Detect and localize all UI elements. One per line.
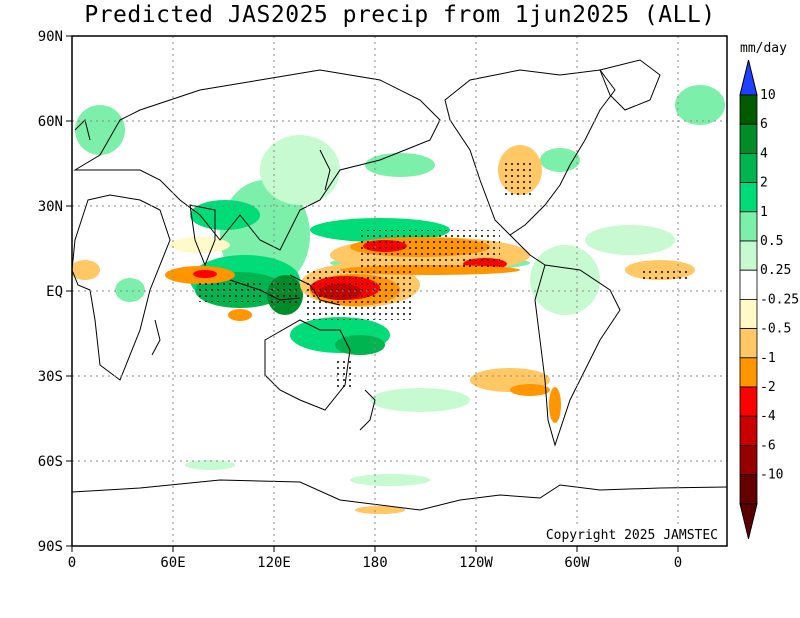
coastline-africa <box>72 194 171 381</box>
colorbar-units: mm/day <box>740 41 787 56</box>
anomaly-layer <box>72 85 725 514</box>
dry-anomaly-region <box>549 387 561 423</box>
colorbar-label: 10 <box>760 88 776 103</box>
chart-title: Predicted JAS2025 precip from 1jun2025 (… <box>84 2 716 28</box>
colorbar-segment <box>739 240 758 271</box>
coastline-japan <box>319 149 331 191</box>
colorbar-label: -1 <box>760 351 776 366</box>
coastline-india <box>189 204 216 267</box>
lon-label: 120W <box>459 555 493 571</box>
colorbar-segment <box>739 94 758 125</box>
dry-anomaly-region <box>72 260 100 280</box>
lat-label: 60N <box>38 114 63 130</box>
significance-stipple <box>505 160 535 195</box>
dry-anomaly-region <box>355 506 405 514</box>
colorbar-label: -0.5 <box>760 322 791 337</box>
coastline-greenland <box>599 59 661 111</box>
tick-marks <box>66 35 679 552</box>
colorbar-segment <box>739 474 758 505</box>
colorbar-segment <box>739 211 758 242</box>
colorbar-label: -2 <box>760 380 776 395</box>
colorbar-bottom-arrow <box>739 503 758 539</box>
coastline-madagascar <box>151 319 161 356</box>
wet-anomaly-region <box>540 148 580 172</box>
colorbar-segment <box>739 269 758 300</box>
coastline-maritime <box>229 279 301 301</box>
colorbar-label: -0.25 <box>760 292 799 307</box>
colorbar-top-arrow <box>739 59 758 96</box>
colorbar: mm/day 10 6 4 2 1 0.5 0.25 -0.25 -0.5 -1 -2 -4 -6 -10 <box>739 41 799 539</box>
gridlines <box>72 36 727 546</box>
wet-anomaly-region <box>75 105 125 155</box>
lon-label: 120E <box>257 555 291 571</box>
wet-anomaly-region <box>185 460 235 470</box>
colorbar-label: 4 <box>760 146 768 161</box>
lat-label: 30N <box>38 199 63 215</box>
wet-anomaly-region <box>585 225 675 255</box>
colorbar-label: -6 <box>760 438 776 453</box>
lon-label: 60E <box>160 555 185 571</box>
colorbar-segment <box>739 298 758 329</box>
colorbar-label: 1 <box>760 205 768 220</box>
colorbar-segment <box>739 444 758 475</box>
coastline-new-zealand <box>359 389 376 431</box>
coastline-central-america <box>509 234 546 266</box>
lon-label: 0 <box>68 555 76 571</box>
colorbar-segment <box>739 386 758 417</box>
coastline-uk <box>74 119 91 141</box>
wet-anomaly-region <box>335 335 385 355</box>
significance-stipple <box>640 270 690 282</box>
dry-anomaly-region <box>193 270 217 278</box>
wet-anomaly-region <box>260 135 340 205</box>
colorbar-segment <box>739 123 758 154</box>
wet-anomaly-region <box>530 245 600 315</box>
colorbar-label: -4 <box>760 409 776 424</box>
wet-anomaly-region <box>115 278 145 302</box>
wet-anomaly-region <box>350 474 430 486</box>
colorbar-segment <box>739 152 758 183</box>
dry-anomaly-region <box>228 309 252 321</box>
coastline-antarctica <box>72 479 727 511</box>
colorbar-segment <box>739 415 758 446</box>
lat-label: 30S <box>38 369 63 385</box>
lon-label: 0 <box>674 555 682 571</box>
lat-label: 60S <box>38 454 63 470</box>
colorbar-label: -10 <box>760 468 783 483</box>
colorbar-segment <box>739 328 758 359</box>
wet-anomaly-region <box>675 85 725 125</box>
lon-label: 60W <box>564 555 590 571</box>
lat-label: 90S <box>38 539 63 555</box>
coastline-new-guinea <box>289 274 341 306</box>
significance-stipple <box>270 280 300 305</box>
dry-anomaly-region <box>510 384 550 396</box>
coastlines <box>72 59 727 511</box>
significance-stipple <box>360 230 500 270</box>
colorbar-label: 6 <box>760 117 768 132</box>
coastline-south-america <box>534 264 621 447</box>
coastline-north-america <box>444 69 616 236</box>
significance-stipple <box>335 360 355 390</box>
colorbar-segment <box>739 182 758 213</box>
copyright-text: Copyright 2025 JAMSTEC <box>546 528 718 543</box>
lon-axis-labels: 0 60E 120E 180 120W 60W 0 <box>68 555 682 571</box>
lat-axis-labels: 90N 60N 30N EQ 30S 60S 90S <box>38 29 63 555</box>
copyright-box <box>542 526 722 543</box>
colorbar-label: 0.5 <box>760 234 783 249</box>
colorbar-segment <box>739 357 758 388</box>
coastline-australia <box>264 319 351 411</box>
lon-label: 180 <box>362 555 387 571</box>
colorbar-label: 2 <box>760 176 768 191</box>
wet-anomaly-region <box>190 200 260 230</box>
colorbar-label: 0.25 <box>760 263 791 278</box>
coastline-eurasia <box>73 69 441 251</box>
lat-label: 90N <box>38 29 63 45</box>
wet-anomaly-region <box>370 388 470 412</box>
lat-label: EQ <box>46 284 63 300</box>
significance-stipple <box>305 270 415 320</box>
